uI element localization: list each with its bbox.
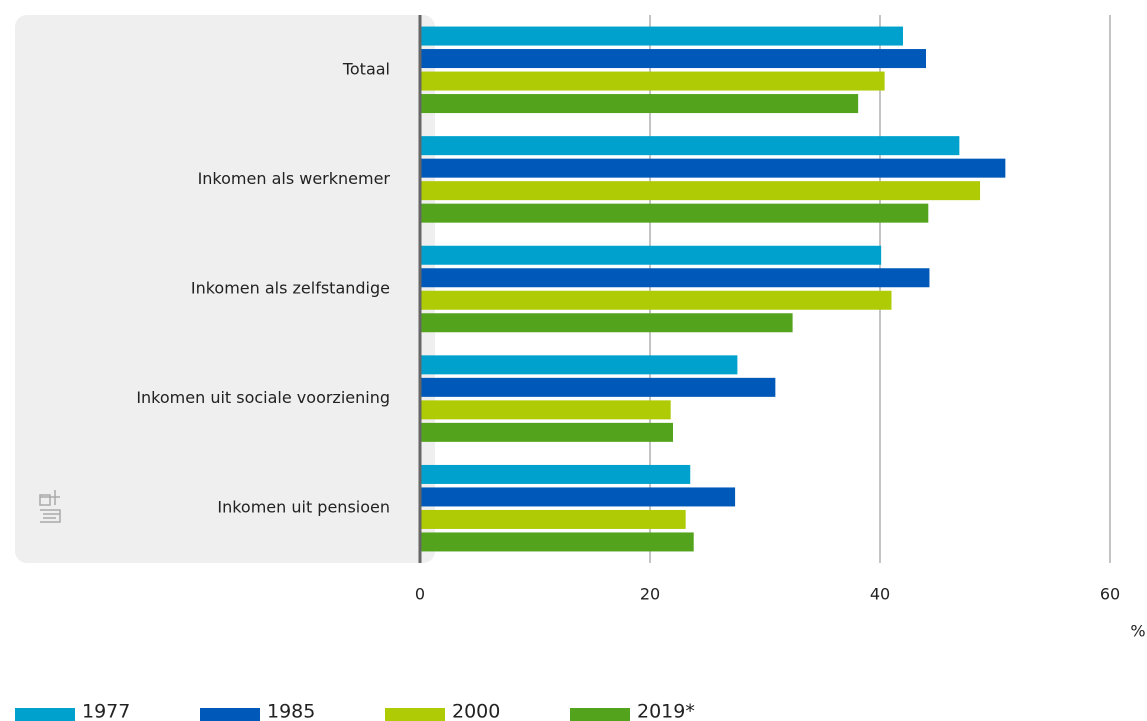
bar: [420, 94, 859, 114]
bar: [420, 268, 930, 288]
bar: [420, 532, 694, 552]
legend-swatch: [200, 708, 260, 721]
bar: [420, 158, 1006, 178]
legend-swatch: [385, 708, 445, 721]
bar: [420, 290, 892, 310]
logo: [39, 490, 61, 523]
legend-label: 1985: [267, 701, 315, 721]
legend-label: 2019*: [637, 701, 695, 721]
bar: [420, 355, 738, 375]
bar: [420, 181, 981, 201]
bar: [420, 377, 776, 397]
bar: [420, 487, 736, 507]
bar: [420, 464, 691, 484]
legend-label: 2000: [452, 701, 500, 721]
bar: [420, 313, 793, 333]
legend-label: 1977: [82, 701, 130, 721]
bar: [420, 400, 671, 420]
bar: [420, 422, 673, 442]
legend-swatch: [15, 708, 75, 721]
y-tick-label: Inkomen uit pensioen: [217, 498, 390, 517]
y-tick-label: Inkomen als werknemer: [198, 169, 391, 188]
bar: [420, 203, 929, 223]
y-tick-label: Totaal: [342, 59, 390, 78]
x-tick-label: 20: [640, 585, 660, 604]
x-tick-label: 0: [415, 585, 425, 604]
bar: [420, 71, 885, 91]
x-axis-unit: %: [1130, 622, 1145, 641]
legend-swatch: [570, 708, 630, 721]
label-panel: [15, 15, 435, 563]
x-tick-label: 40: [870, 585, 890, 604]
bar: [420, 49, 926, 69]
y-tick-label: Inkomen als zelfstandige: [191, 279, 390, 298]
x-tick-label: 60: [1100, 585, 1120, 604]
bar: [420, 26, 903, 46]
bar: [420, 245, 882, 265]
y-tick-label: Inkomen uit sociale voorziening: [136, 388, 390, 407]
bar: [420, 136, 960, 156]
bar: [420, 509, 686, 529]
